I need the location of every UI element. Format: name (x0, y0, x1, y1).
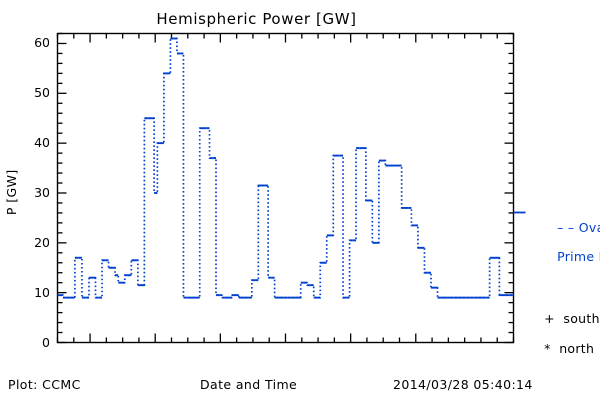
x-axis-ticks (56, 33, 515, 343)
ovation-label-line1: Ovation (578, 219, 600, 235)
y-tick-label: 40 (34, 135, 50, 151)
south-marker-text: south (563, 310, 600, 326)
y-tick-label: 10 (34, 284, 50, 300)
data-series-group (57, 37, 514, 299)
ovation-marker-dash: – – (557, 219, 575, 235)
south-marker-glyph: + (544, 310, 555, 326)
y-tick-label: 50 (34, 85, 50, 101)
series-line-dotted (57, 37, 514, 299)
x-axis-label: Date and Time (200, 377, 298, 392)
y-tick-label: 60 (34, 35, 50, 51)
y-tick-label: 30 (34, 184, 50, 200)
north-marker-label: * north (527, 330, 594, 368)
chart-title: Hemispheric Power [GW] (156, 10, 357, 28)
ovation-label-line2: Prime HPI (557, 249, 600, 265)
plot-axes (56, 32, 515, 344)
plot-timestamp: 2014/03/28 05:40:14 (393, 377, 533, 392)
y-tick-label: 20 (34, 234, 50, 250)
ovation-prime-hpi-label: – – Ovation Prime HPI (540, 206, 600, 280)
north-marker-glyph: * (544, 340, 551, 356)
south-marker-label: + south (527, 300, 600, 338)
plot-frame (56, 32, 515, 344)
north-marker-text: north (559, 340, 595, 356)
y-axis-ticks (57, 32, 514, 344)
plot-credit: Plot: CCMC (8, 377, 81, 392)
y-tick-label: 0 (42, 334, 50, 350)
